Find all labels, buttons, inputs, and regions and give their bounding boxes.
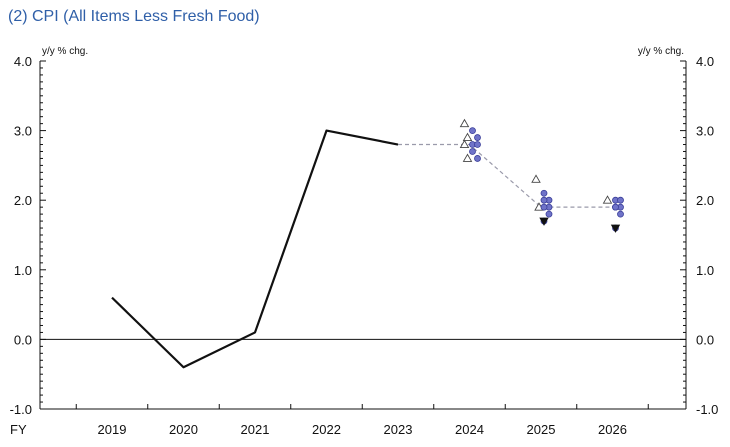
forecast-circle-point [545,210,553,218]
y-tick-label-left: 4.0 [14,54,32,69]
forecast-median-line [398,143,613,208]
forecast-triangle-up-point [462,153,473,162]
forecast-circle-point [540,203,548,211]
forecast-triangle-up-point [602,195,613,204]
y-tick-label-right: 1.0 [696,263,714,278]
forecast-circle-point [474,155,481,162]
y-tick-label-left: -1.0 [10,402,32,417]
y-tick-label-right: 4.0 [696,54,714,69]
x-tick-label: 2026 [598,422,627,437]
y-tick-label-left: 0.0 [14,332,32,347]
forecast-circle-point [617,210,624,218]
forecast-triangle-up-point [459,118,470,128]
x-tick-label: 2024 [455,422,484,437]
x-tick-label: 2023 [384,422,413,437]
x-axis-label: FY [10,422,27,437]
x-tick-label: 2019 [98,422,127,437]
forecast-circle-point [474,134,481,141]
forecast-circle-point [612,203,619,211]
forecast-circle-point [540,189,548,197]
forecast-circle-point [469,148,476,155]
forecast-triangle-down-point [539,217,549,226]
forecast-circle-point [469,127,476,135]
y-axis-unit-right: y/y % chg. [638,46,684,57]
y-axis-unit-left: y/y % chg. [42,46,88,57]
y-tick-label-left: 2.0 [14,193,32,208]
chart-title: (2) CPI (All Items Less Fresh Food) [8,8,260,25]
actual-cpi-line [111,129,399,369]
forecast-triangle-down-point [610,224,621,233]
y-tick-label-left: 1.0 [14,263,32,278]
y-tick-label-right: 3.0 [696,124,714,139]
y-tick-label-right: -1.0 [696,402,718,417]
forecast-triangle-up-point [531,174,541,183]
y-tick-label-right: 0.0 [696,332,714,347]
x-tick-label: 2022 [312,422,341,437]
forecast-circle-point [617,196,624,204]
forecast-circle-point [540,196,548,204]
forecast-triangle-up-point [462,132,473,142]
forecast-circle-point [474,141,481,148]
y-tick-label-right: 2.0 [696,193,714,208]
y-tick-label-left: 3.0 [14,124,32,139]
x-tick-label: 2021 [241,422,270,437]
forecast-triangle-up-point [459,139,470,148]
x-tick-label: 2020 [169,422,198,437]
x-tick-label: 2025 [527,422,556,437]
